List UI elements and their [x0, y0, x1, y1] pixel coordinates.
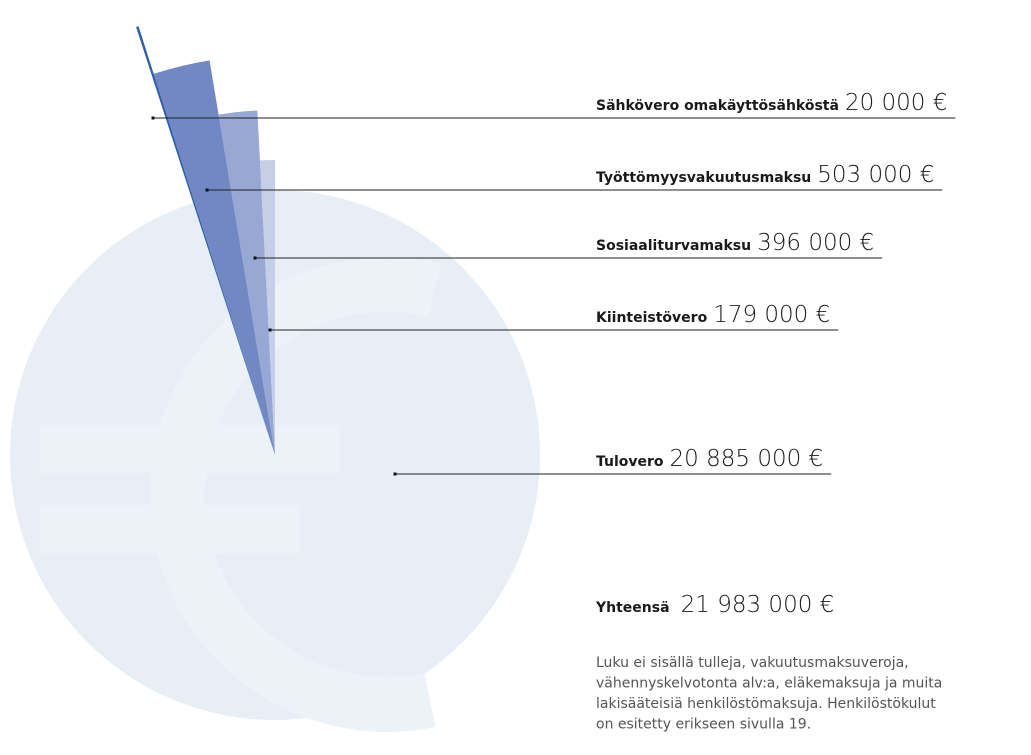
pie-slice — [259, 160, 275, 455]
slice-label: Sähkövero omakäyttösähköstä 20 000 € — [596, 90, 947, 116]
leader-dot — [151, 116, 155, 120]
slice-name: Kiinteistövero — [596, 310, 708, 326]
leader-dot — [268, 328, 272, 332]
slice-label: Kiinteistövero 179 000 € — [596, 302, 830, 328]
pie-slice — [153, 60, 275, 456]
note-line: vähennyskelvotonta alv:a, eläkemaksuja j… — [596, 676, 942, 692]
labels: Sähkövero omakäyttösähköstä 20 000 € Tyött… — [151, 90, 956, 476]
slice-label: Työttömyysvakuutusmaksu 503 000 € — [596, 162, 934, 188]
euro-arc — [149, 256, 442, 732]
pie-slice — [136, 26, 275, 456]
note-line: lakisääteisiä henkilöstömaksuja. Henkilö… — [596, 696, 936, 712]
slice-value: 20 000 € — [845, 90, 947, 116]
leader-dot — [253, 256, 257, 260]
total: Yhteensä 21 983 000 € — [595, 592, 834, 618]
slice-value: 20 885 000 € — [670, 446, 824, 472]
pie-slice — [218, 110, 275, 456]
note: Luku ei sisällä tulleja, vakuutusmaksuve… — [596, 655, 942, 733]
slice-name: Sosiaaliturvamaksu — [596, 238, 751, 254]
slice-value: 396 000 € — [757, 230, 874, 256]
slice-name: Tulovero — [596, 454, 664, 470]
leader-dot — [205, 188, 209, 192]
slice-value: 503 000 € — [817, 162, 934, 188]
slice-name: Työttömyysvakuutusmaksu — [596, 170, 811, 186]
total-value: 21 983 000 € — [681, 592, 835, 618]
euro-bar — [40, 505, 300, 553]
slice-label: Sosiaaliturvamaksu 396 000 € — [596, 230, 874, 256]
pie — [9, 26, 541, 732]
euro-bar — [40, 425, 340, 473]
note-line: Luku ei sisällä tulleja, vakuutusmaksuve… — [596, 655, 909, 671]
leader-dot — [393, 472, 397, 476]
total-name: Yhteensä — [595, 600, 670, 616]
slice-name: Sähkövero omakäyttösähköstä — [596, 98, 839, 114]
note-line: on esitetty erikseen sivulla 19. — [596, 717, 811, 733]
euro-decoration — [40, 256, 442, 732]
slice-value: 179 000 € — [713, 302, 830, 328]
slice-label: Tulovero 20 885 000 € — [596, 446, 823, 472]
